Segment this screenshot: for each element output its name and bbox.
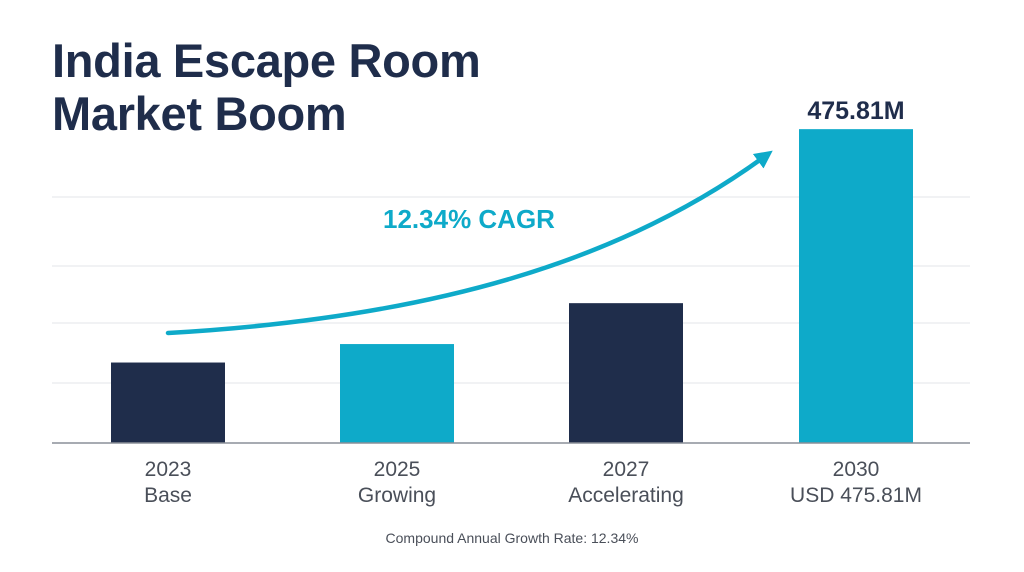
tick-label-year: 2023 [145, 458, 192, 481]
footnote: Compound Annual Growth Rate: 12.34% [385, 530, 639, 546]
bar-2025 [340, 344, 454, 443]
bar-2030 [799, 129, 913, 443]
chart-title-line-1: India Escape Room [52, 34, 481, 87]
cagr-annotation: 12.34% CAGR [383, 204, 555, 234]
tick-label-stage: Accelerating [568, 484, 684, 507]
chart-title-line-2: Market Boom [52, 87, 347, 140]
tick-label-year: 2025 [374, 458, 421, 481]
data-label: 475.81M [807, 97, 904, 125]
tick-label-stage: Base [144, 484, 192, 507]
tick-label-stage: USD 475.81M [790, 484, 922, 507]
bar-2027 [569, 303, 683, 443]
tick-label-year: 2030 [833, 458, 880, 481]
cagr-trend-arrow [165, 150, 773, 336]
tick-label-stage: Growing [358, 484, 436, 507]
tick-label-year: 2027 [603, 458, 650, 481]
bar-2023 [111, 362, 225, 443]
chart-title: India Escape Room Market Boom [52, 34, 572, 140]
